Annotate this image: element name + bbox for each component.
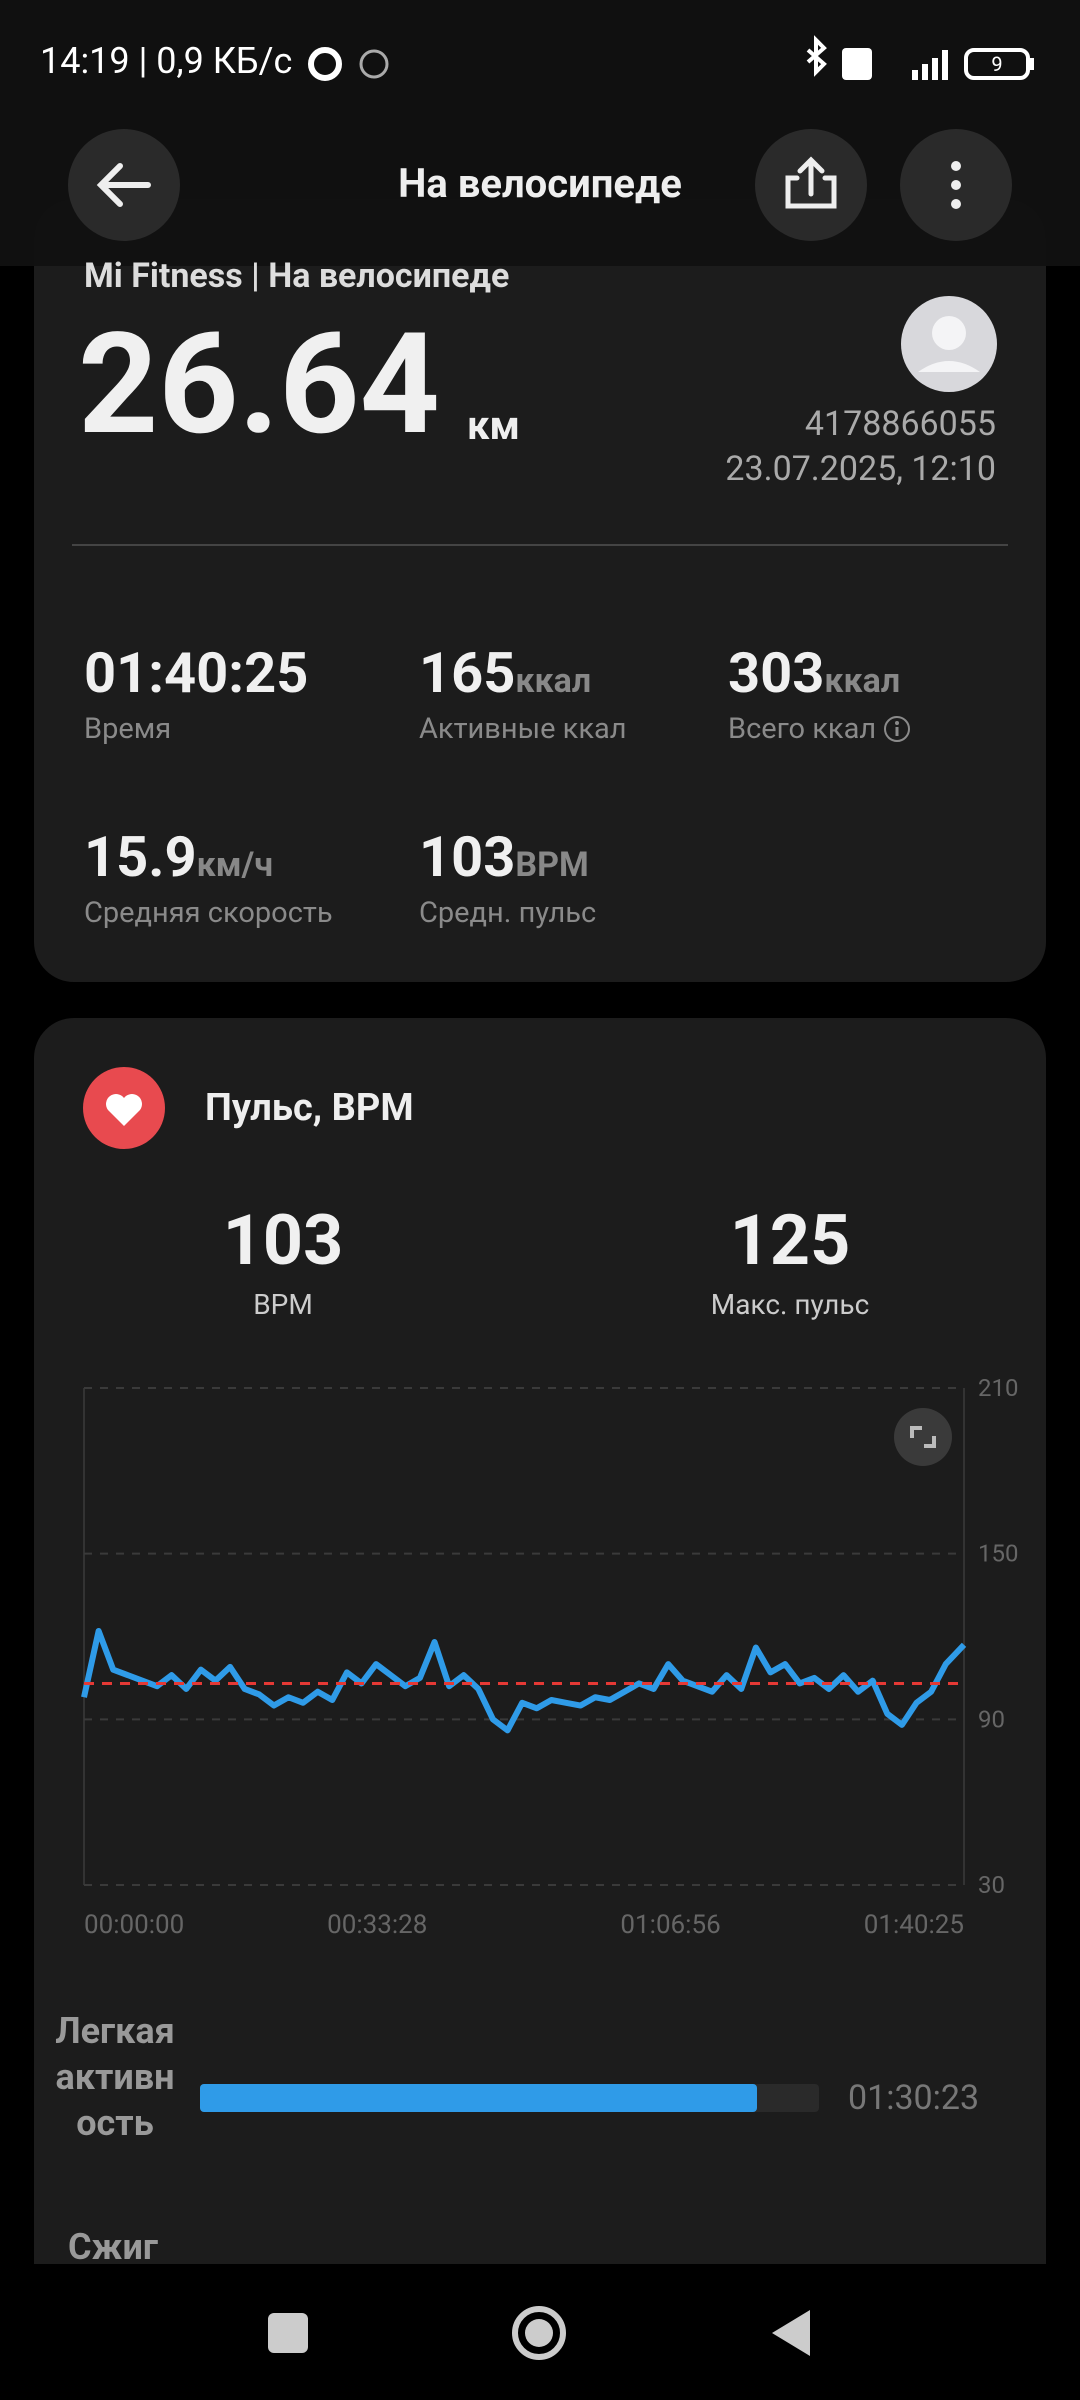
avatar-head — [932, 316, 966, 350]
stat-value: 103 — [419, 824, 516, 890]
signal-icon — [912, 50, 948, 80]
stat-label: Время — [84, 712, 172, 746]
stat-label-row: Всего ккал — [728, 712, 912, 746]
x-tick-label: 01:40:25 — [864, 1910, 964, 1940]
stat-value: 01:40:25 — [84, 640, 309, 706]
stat-label-row: Средняя скорость — [84, 896, 333, 930]
stat-unit: BPM — [515, 845, 589, 885]
stat-label-row: Активные ккал — [419, 712, 627, 746]
x-tick-label: 00:33:28 — [327, 1910, 427, 1940]
avg-value: 103 — [222, 1200, 344, 1282]
info-ring — [884, 716, 911, 742]
stat-value-row: 165ккал — [419, 640, 627, 706]
stat-value-row: 01:40:25 — [84, 640, 308, 706]
zone-label: Сжиг — [68, 2226, 158, 2268]
zone-bar — [200, 2084, 758, 2112]
avatar-body — [918, 361, 980, 372]
zone-track — [200, 2084, 819, 2112]
stat-value: 303 — [728, 640, 825, 706]
expand-icon — [910, 1426, 936, 1448]
summary-card — [34, 199, 1046, 982]
header-bar — [0, 0, 1080, 266]
stat-value-row: 103BPM — [419, 824, 596, 890]
stat: 01:40:25 Время — [84, 640, 308, 746]
pulse-line — [81, 1627, 967, 1734]
stat: 103BPM Средн. пульс — [419, 824, 596, 930]
battery-level: 9 — [991, 52, 1003, 76]
status-icon — [308, 47, 342, 81]
status-time: 14:19 | 0,9 КБ/с — [40, 40, 293, 82]
battery-icon — [1030, 58, 1034, 70]
y-tick-label: 30 — [978, 1871, 1005, 1899]
heart-icon — [106, 1094, 142, 1126]
y-tick-label: 210 — [978, 1374, 1018, 1402]
info-dot — [895, 721, 900, 725]
source: Mi Fitness | На велосипеде — [84, 256, 510, 296]
stat-value-row: 15.9км/ч — [84, 824, 333, 890]
stat-unit: ккал — [515, 661, 592, 701]
zone-time: 01:30:23 — [848, 2078, 980, 2118]
user-id: 4178866055 — [804, 404, 996, 444]
nav-home[interactable] — [512, 2306, 566, 2360]
y-tick-label: 90 — [978, 1705, 1005, 1733]
nav-home-dot — [525, 2319, 553, 2347]
expand-button[interactable] — [894, 1408, 952, 1466]
menu-icon — [951, 161, 961, 209]
pulse-card — [34, 1018, 1046, 2264]
stat: 303ккал Всего ккал — [728, 640, 912, 746]
stat-unit: км/ч — [196, 845, 274, 885]
stat-label: Всего ккал — [728, 712, 877, 746]
volte-icon — [842, 48, 872, 80]
stat-label: Активные ккал — [419, 712, 627, 746]
battery-icon — [964, 48, 1030, 80]
stat-value-row: 303ккал — [728, 640, 912, 706]
page-title: На велосипеде — [398, 160, 682, 207]
stat-unit: ккал — [824, 661, 901, 701]
info-icon[interactable] — [882, 714, 912, 744]
x-tick-label: 00:00:00 — [84, 1910, 184, 1940]
x-tick-label: 01:06:56 — [620, 1910, 720, 1940]
avg-label: BPM — [253, 1288, 313, 1321]
stat-label: Средняя скорость — [84, 896, 333, 930]
bluetooth-icon — [806, 35, 827, 77]
zone-label: Легкая активность — [55, 2010, 175, 2144]
max-label: Макс. пульс — [710, 1288, 870, 1321]
stat-label-row: Время — [84, 712, 308, 746]
distance-unit: км — [467, 402, 520, 449]
distance: 26.64 — [78, 303, 440, 467]
share-icon — [785, 156, 837, 209]
stat-value: 165 — [419, 640, 516, 706]
datetime: 23.07.2025, 12:10 — [725, 449, 996, 489]
back-icon — [96, 163, 151, 207]
y-tick-label: 150 — [978, 1540, 1018, 1568]
stat-label-row: Средн. пульс — [419, 896, 596, 930]
nav-back[interactable] — [772, 2310, 810, 2356]
status-icon — [359, 49, 389, 79]
stat: 165ккал Активные ккал — [419, 640, 627, 746]
stat: 15.9км/ч Средняя скорость — [84, 824, 333, 930]
pulse-title: Пульс, BPM — [205, 1086, 414, 1130]
stat-value: 15.9 — [84, 824, 197, 890]
nav-recents[interactable] — [268, 2313, 308, 2353]
stat-label: Средн. пульс — [419, 896, 597, 930]
max-value: 125 — [729, 1200, 851, 1282]
